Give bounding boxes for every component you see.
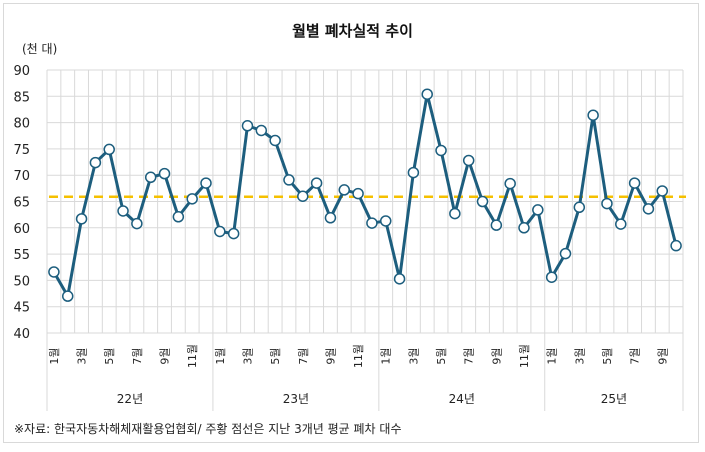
data-point (532, 204, 544, 216)
data-point (48, 266, 60, 278)
data-point (449, 207, 461, 220)
year-group-label: 23년 (283, 392, 309, 406)
data-point (435, 144, 447, 157)
data-point (504, 177, 516, 190)
data-point (89, 156, 102, 169)
month-tick-label: 3월 (407, 347, 420, 364)
month-tick-label: 1월 (546, 347, 559, 364)
data-point (144, 171, 157, 184)
y-tick-label: 65 (13, 196, 30, 211)
data-point (61, 290, 74, 302)
data-point (352, 187, 364, 200)
data-point (393, 273, 406, 285)
data-point (490, 219, 503, 231)
chart-frame (3, 3, 699, 443)
data-point (172, 211, 185, 223)
data-point (297, 190, 309, 202)
source-footnote: ※자료: 한국자동차해체재활용업협회/ 주황 점선은 지난 3개년 평균 폐차 … (14, 422, 402, 436)
y-axis: 40 45 50 55 60 65 70 75 80 85 90 (13, 64, 30, 342)
month-tick-label: 7월 (463, 347, 476, 364)
data-point (545, 271, 558, 283)
month-tick-label: 1월 (48, 347, 61, 364)
data-point (103, 143, 115, 156)
series-group (48, 88, 682, 302)
month-tick-label: 3월 (76, 347, 89, 364)
y-tick-label: 80 (13, 117, 30, 132)
month-tick-label: 7월 (629, 347, 642, 364)
data-point (117, 205, 129, 217)
year-group-label: 25년 (601, 392, 627, 406)
y-tick-label: 60 (13, 222, 30, 237)
month-tick-label: 3월 (573, 347, 586, 364)
month-tick-label: 1월 (214, 347, 227, 364)
chart-title: 월별 폐차실적 추이 (292, 22, 413, 40)
month-tick-label: 7월 (131, 347, 144, 364)
data-point (324, 212, 337, 224)
data-point (407, 166, 420, 179)
data-point (131, 217, 143, 230)
month-tick-label: 5월 (435, 347, 448, 364)
y-tick-label: 70 (13, 169, 30, 184)
series-line (52, 92, 678, 298)
data-point (656, 185, 669, 197)
y-tick-label: 75 (13, 143, 30, 158)
data-point (559, 247, 572, 260)
y-tick-label: 40 (13, 327, 30, 342)
data-point (642, 203, 655, 215)
data-point (615, 218, 627, 230)
month-tick-label: 9월 (656, 347, 669, 364)
data-point (421, 88, 433, 100)
data-point (200, 177, 212, 189)
data-point (628, 177, 641, 189)
month-tick-label: 9월 (324, 347, 337, 364)
data-point (601, 197, 613, 210)
data-point (269, 134, 281, 147)
data-point (573, 201, 586, 214)
y-tick-label: 45 (13, 301, 30, 316)
x-axis: 1월 3월 5월 7월 9월 11월 22년 1월 3월 5월 7월 9월 11월 23년 1월 3월 5월 7월… (46, 332, 684, 411)
data-point (241, 120, 254, 132)
data-point (158, 167, 171, 180)
y-tick-label: 50 (13, 274, 30, 289)
data-point (366, 217, 378, 229)
month-tick-label: 9월 (159, 347, 172, 364)
month-tick-label: 3월 (241, 347, 254, 364)
y-tick-label: 85 (13, 90, 30, 105)
data-point (75, 213, 88, 225)
data-point (283, 174, 295, 186)
data-point (310, 177, 323, 189)
data-point (186, 193, 198, 205)
month-tick-label: 11월 (186, 344, 199, 368)
y-tick-label: 90 (13, 64, 30, 79)
year-group-label: 22년 (117, 392, 143, 406)
month-tick-label: 9월 (490, 347, 503, 364)
month-tick-label: 1월 (380, 347, 393, 364)
month-tick-label: 5월 (601, 347, 614, 364)
month-tick-label: 11월 (518, 344, 531, 368)
data-point (338, 184, 351, 196)
data-point (670, 239, 682, 252)
data-point (518, 222, 530, 234)
data-point (214, 225, 226, 238)
month-tick-label: 5월 (103, 347, 116, 364)
data-point (476, 195, 489, 208)
data-point (255, 124, 268, 137)
data-point (227, 227, 240, 240)
data-point (462, 154, 475, 167)
y-axis-unit-label: (천 대) (22, 42, 58, 56)
y-tick-label: 55 (13, 248, 30, 263)
month-tick-label: 5월 (269, 347, 282, 364)
month-tick-label: 11월 (352, 344, 365, 368)
year-group-label: 24년 (449, 392, 475, 406)
data-point (379, 215, 392, 227)
month-tick-label: 7월 (297, 347, 310, 364)
data-point (587, 109, 599, 121)
